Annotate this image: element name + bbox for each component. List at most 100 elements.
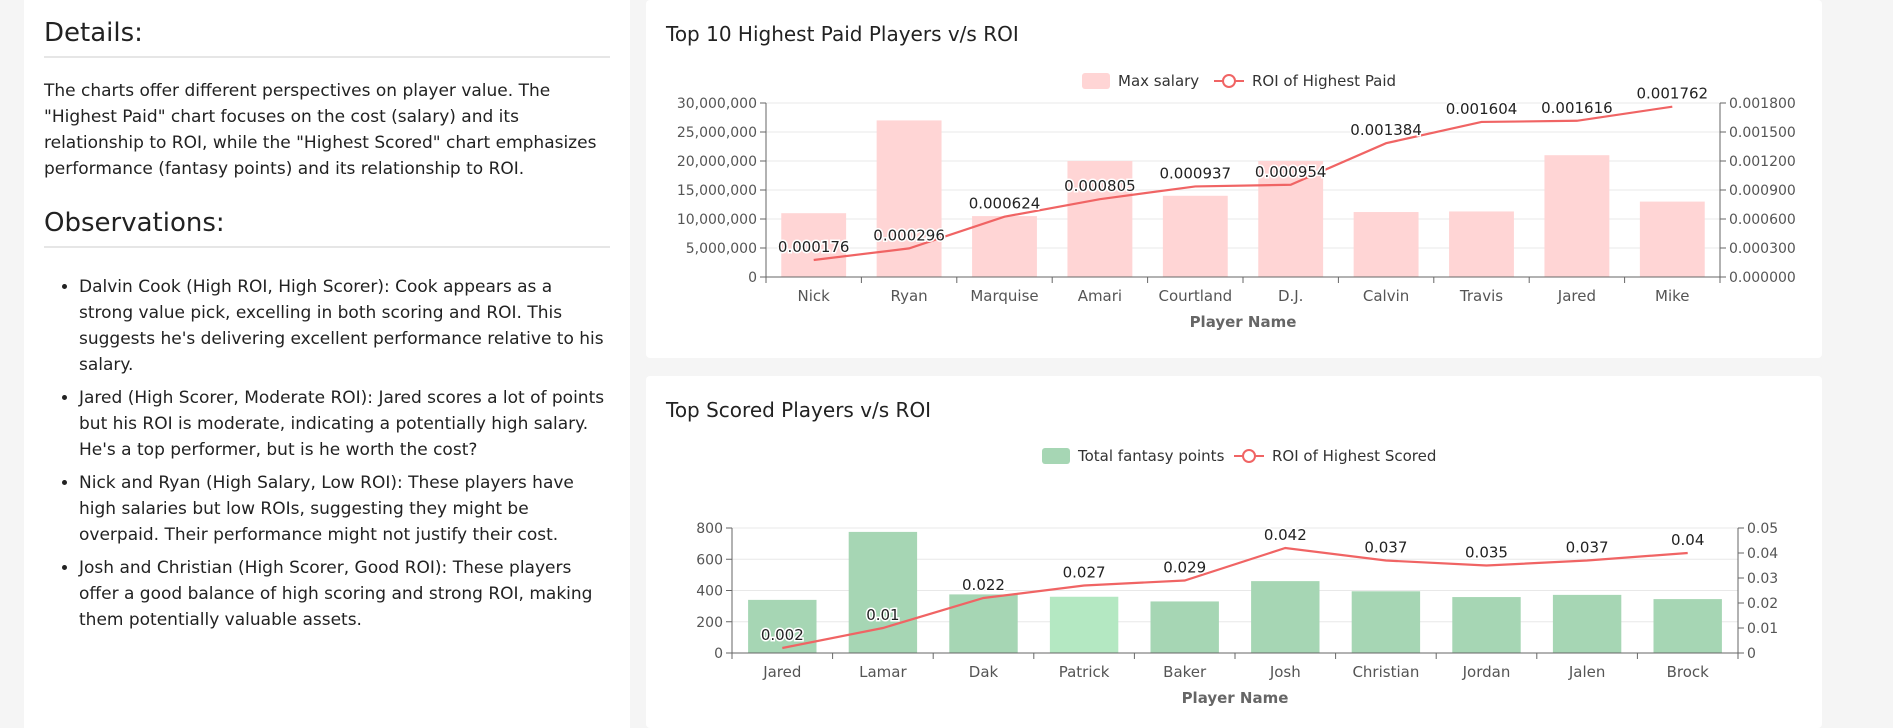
- bar: [1049, 596, 1119, 653]
- bar: [1452, 597, 1521, 653]
- list-item: Jared (High Scorer, Moderate ROI): Jared…: [79, 385, 610, 463]
- x-tick-label: Mike: [1655, 287, 1690, 305]
- x-tick-label: Nick: [798, 287, 831, 305]
- data-label: 0.000937: [1160, 164, 1232, 182]
- data-label: 0.022: [962, 576, 1005, 594]
- y2-tick-label: 0.000300: [1729, 241, 1796, 257]
- x-tick-label: Jared: [1557, 287, 1596, 305]
- x-axis-label: Player Name: [1190, 313, 1297, 331]
- y2-tick-label: 0.000900: [1729, 183, 1796, 199]
- observations-list: Dalvin Cook (High ROI, High Scorer): Coo…: [44, 274, 610, 633]
- y2-tick-label: 0.001500: [1729, 125, 1796, 141]
- legend-marker: [1242, 449, 1256, 463]
- x-tick-label: Jordan: [1462, 663, 1511, 681]
- x-tick-label: D.J.: [1278, 287, 1304, 305]
- x-tick-label: Calvin: [1363, 287, 1409, 305]
- bar: [781, 213, 847, 277]
- y-tick-label: 0: [748, 270, 757, 286]
- x-tick-label: Travis: [1459, 287, 1503, 305]
- bar: [949, 594, 1018, 653]
- data-label: 0.000805: [1064, 177, 1136, 195]
- y-tick-label: 15,000,000: [677, 183, 757, 199]
- y-tick-label: 600: [696, 552, 723, 568]
- x-tick-label: Patrick: [1059, 663, 1110, 681]
- bar: [1351, 591, 1421, 653]
- bar: [1162, 195, 1228, 277]
- bar: [848, 531, 918, 653]
- y2-tick-label: 0: [1747, 646, 1756, 662]
- x-tick-label: Baker: [1163, 663, 1207, 681]
- legend-swatch: [1042, 448, 1070, 464]
- legend-label: ROI of Highest Paid: [1252, 72, 1396, 90]
- data-label: 0.001384: [1350, 121, 1422, 139]
- chart-title: Top 10 Highest Paid Players v/s ROI: [666, 22, 1019, 46]
- bar: [972, 216, 1037, 277]
- insights-panel: Details: The charts offer different pers…: [24, 0, 630, 728]
- x-tick-label: Dak: [969, 663, 999, 681]
- data-label: 0.001762: [1637, 85, 1709, 103]
- y2-tick-label: 0.000600: [1729, 212, 1796, 228]
- list-item: Dalvin Cook (High ROI, High Scorer): Coo…: [79, 274, 610, 378]
- y-tick-label: 20,000,000: [677, 154, 757, 170]
- highest-paid-chart: Max salary ROI of Highest Paid 0 5,000,000 1…: [677, 72, 1796, 331]
- legend-swatch: [1082, 73, 1110, 89]
- y2-tick-label: 0.02: [1747, 596, 1778, 612]
- y2-tick-label: 0.000000: [1729, 270, 1796, 286]
- bar: [1544, 155, 1610, 277]
- data-label: 0.000954: [1255, 163, 1327, 181]
- legend-marker: [1222, 74, 1236, 88]
- bar: [1150, 601, 1219, 653]
- y-tick-label: 25,000,000: [677, 125, 757, 141]
- chart-title: Top Scored Players v/s ROI: [666, 398, 932, 422]
- roi-line: [782, 546, 1688, 650]
- y2-tick-label: 0.05: [1747, 521, 1778, 537]
- bar: [1639, 201, 1705, 277]
- data-label: 0.002: [761, 626, 804, 644]
- x-tick-label: Ryan: [891, 287, 928, 305]
- bar: [1258, 161, 1324, 277]
- details-heading: Details:: [44, 18, 610, 58]
- top-scored-chart: Total fantasy points ROI of Highest Score…: [696, 447, 1778, 707]
- bar: [1653, 599, 1722, 653]
- details-paragraph: The charts offer different perspectives …: [44, 81, 597, 179]
- x-tick-label: Amari: [1078, 287, 1122, 305]
- x-tick-label: Brock: [1667, 663, 1710, 681]
- list-item: Nick and Ryan (High Salary, Low ROI): Th…: [79, 470, 610, 548]
- x-tick-label: Marquise: [970, 287, 1038, 305]
- y2-tick-label: 0.001200: [1729, 154, 1796, 170]
- y-tick-label: 30,000,000: [677, 96, 757, 112]
- y-tick-label: 200: [696, 615, 723, 631]
- data-label: 0.000296: [873, 226, 945, 244]
- data-label: 0.035: [1465, 544, 1508, 562]
- data-label: 0.029: [1163, 559, 1206, 577]
- top-scored-chart-card: Top Scored Players v/s ROI Total fantasy…: [646, 376, 1822, 728]
- y-tick-label: 10,000,000: [677, 212, 757, 228]
- x-tick-label: Courtland: [1159, 287, 1233, 305]
- y-tick-label: 400: [696, 584, 723, 600]
- list-item: Josh and Christian (High Scorer, Good RO…: [79, 555, 610, 633]
- x-tick-label: Lamar: [859, 663, 907, 681]
- data-label: 0.001616: [1541, 99, 1613, 117]
- legend-label: Max salary: [1118, 72, 1199, 90]
- data-label: 0.000624: [969, 195, 1041, 213]
- bar: [1449, 211, 1514, 277]
- x-tick-label: Jalen: [1568, 663, 1606, 681]
- y2-tick-label: 0.03: [1747, 571, 1778, 587]
- bar: [1067, 161, 1133, 277]
- y-tick-label: 5,000,000: [686, 241, 757, 257]
- legend-label: ROI of Highest Scored: [1272, 447, 1436, 465]
- y2-tick-label: 0.04: [1747, 546, 1778, 562]
- bar: [1552, 594, 1622, 653]
- x-tick-label: Jared: [762, 663, 801, 681]
- bar: [1353, 212, 1419, 277]
- x-tick-label: Josh: [1269, 663, 1301, 681]
- bar: [1251, 581, 1320, 653]
- data-label: 0.027: [1063, 564, 1106, 582]
- highest-paid-chart-card: Top 10 Highest Paid Players v/s ROI Max …: [646, 0, 1822, 358]
- y2-tick-label: 0.01: [1747, 621, 1778, 637]
- observations-heading: Observations:: [44, 208, 610, 248]
- x-axis-label: Player Name: [1182, 689, 1289, 707]
- data-label: 0.000176: [778, 238, 850, 256]
- bar: [876, 120, 942, 278]
- data-label: 0.04: [1671, 531, 1704, 549]
